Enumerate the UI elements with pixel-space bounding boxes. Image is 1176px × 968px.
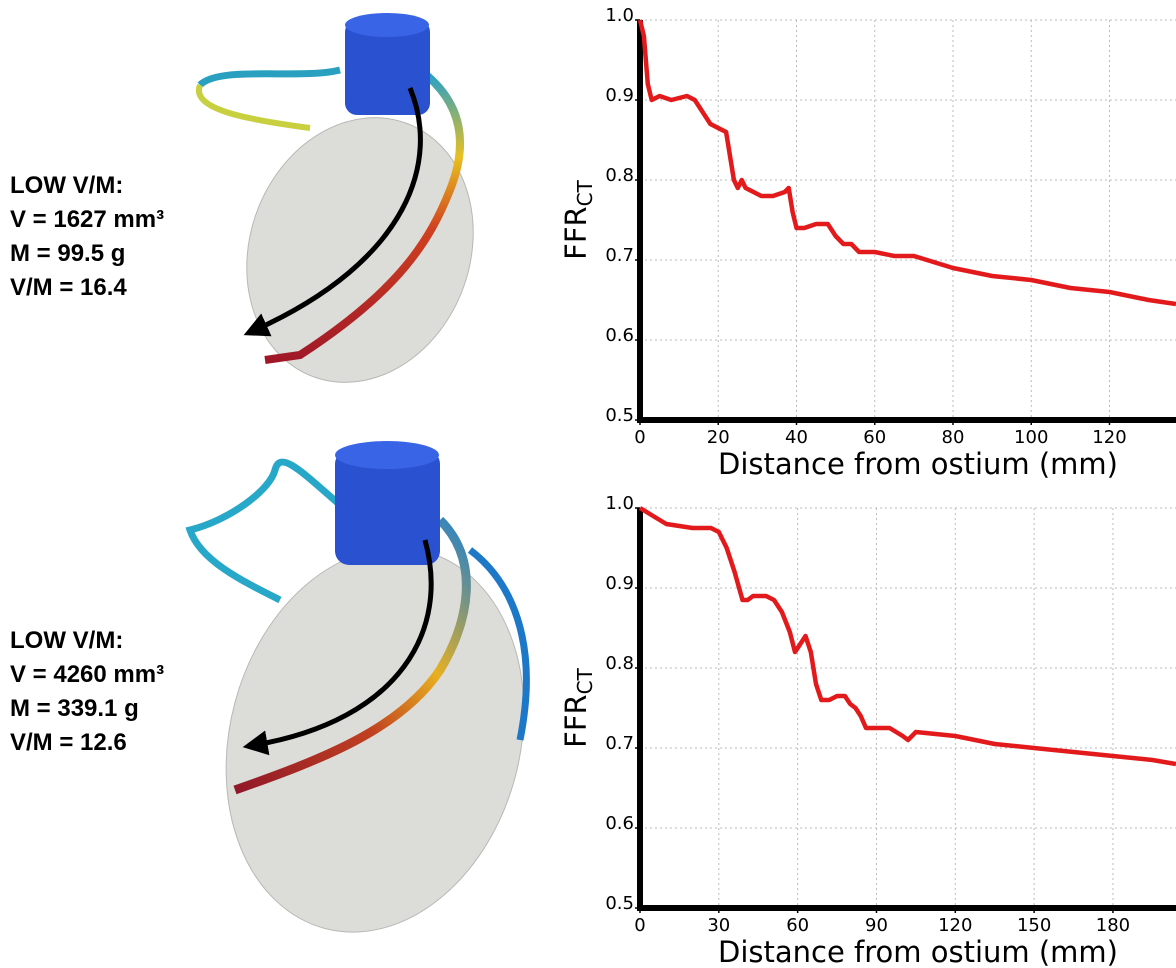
heart-render-bottom <box>185 441 530 933</box>
x-tick-label: 60 <box>786 915 809 936</box>
data-line <box>637 19 1176 307</box>
x-tick-label: 30 <box>707 915 730 936</box>
y-tick-label: 0.7 <box>605 245 634 266</box>
annotation: LOW V/M: <box>10 627 123 654</box>
y-tick-label: 0.6 <box>605 813 634 834</box>
y-axis-label: FFRCT <box>559 179 597 259</box>
annotation: LOW V/M: <box>10 172 123 199</box>
y-tick-label: 1.0 <box>605 5 634 26</box>
x-tick-label: 0 <box>634 915 645 936</box>
y-tick-label: 1.0 <box>605 493 634 514</box>
y-tick-label: 0.9 <box>605 573 634 594</box>
y-axis-label: FFRCT <box>559 667 597 747</box>
x-tick-label: 80 <box>942 427 965 448</box>
x-tick-label: 20 <box>707 427 730 448</box>
x-tick-label: 90 <box>865 915 888 936</box>
x-tick-label: 100 <box>1014 427 1048 448</box>
y-tick-label: 0.7 <box>605 733 634 754</box>
annotation: M = 339.1 g <box>10 695 139 722</box>
y-tick-label: 0.6 <box>605 325 634 346</box>
y-tick-label: 0.8 <box>605 165 634 186</box>
x-tick-label: 120 <box>938 915 972 936</box>
annotation: M = 99.5 g <box>10 240 125 267</box>
y-tick-label: 0.5 <box>605 893 634 914</box>
y-axis-label-sub: CT <box>573 667 597 694</box>
x-tick-label: 0 <box>634 427 645 448</box>
data-line <box>638 506 1176 767</box>
y-tick-label: 0.5 <box>605 405 634 426</box>
x-tick-label: 120 <box>1092 427 1126 448</box>
x-tick-label: 180 <box>1096 915 1130 936</box>
y-axis-label-main: FFR <box>559 694 593 748</box>
y-tick-label: 0.8 <box>605 653 634 674</box>
y-axis-label-sub: CT <box>573 179 597 206</box>
x-tick-label: 60 <box>863 427 886 448</box>
y-axis-label-main: FFR <box>559 206 593 260</box>
x-tick-label: 150 <box>1017 915 1051 936</box>
x-axis-label: Distance from ostium (mm) <box>718 935 1118 968</box>
annotation: V/M = 16.4 <box>10 274 127 301</box>
heart-render-top <box>195 13 474 383</box>
annotation: V = 4260 mm³ <box>10 661 164 688</box>
y-tick-label: 0.9 <box>605 85 634 106</box>
x-axis-label: Distance from ostium (mm) <box>718 447 1118 481</box>
annotation: V = 1627 mm³ <box>10 206 164 233</box>
x-tick-label: 40 <box>785 427 808 448</box>
annotation: V/M = 12.6 <box>10 729 127 756</box>
